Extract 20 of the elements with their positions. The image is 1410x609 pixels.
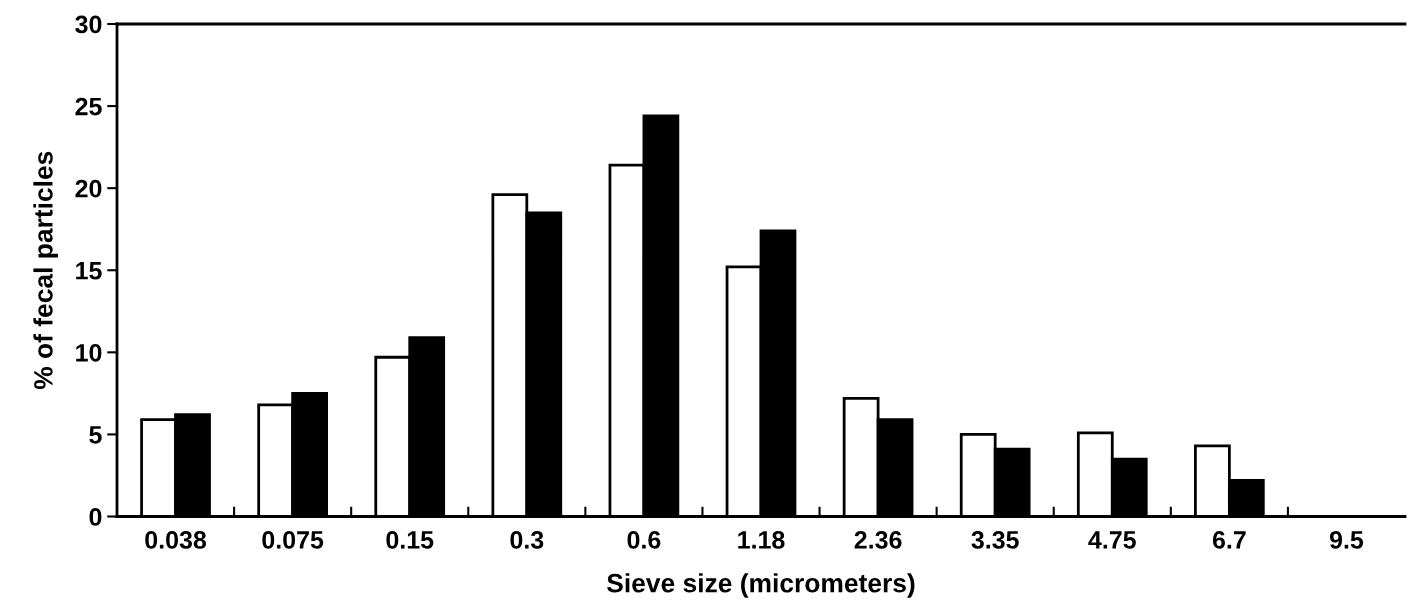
x-tick-label: 0.038 <box>145 531 207 549</box>
x-tick-label: 0.075 <box>262 531 324 549</box>
y-tick-label: 25 <box>75 97 102 116</box>
x-tick-label: 4.75 <box>1088 531 1136 549</box>
y-tick-label: 10 <box>76 343 102 362</box>
x-tick-label: 6.7 <box>1212 531 1246 549</box>
y-tick-label: 30 <box>75 15 102 34</box>
x-axis-title: Sieve size (micrometers) <box>607 573 915 598</box>
y-axis-title: % of fecal particles <box>33 151 58 390</box>
x-tick-label: 0.6 <box>627 531 661 549</box>
y-tick-label: 5 <box>89 426 102 444</box>
x-tick-label: 2.36 <box>854 531 902 549</box>
x-tick-label: 3.35 <box>971 531 1019 549</box>
x-tick-label: 0.3 <box>510 531 544 549</box>
y-tick-label: 15 <box>76 262 102 280</box>
y-tick-label: 20 <box>75 179 102 198</box>
x-tick-label: 9.5 <box>1329 531 1364 549</box>
x-tick-label: 0.15 <box>386 531 434 549</box>
y-tick-label: 0 <box>89 508 102 526</box>
x-tick-label: 1.18 <box>738 531 785 549</box>
